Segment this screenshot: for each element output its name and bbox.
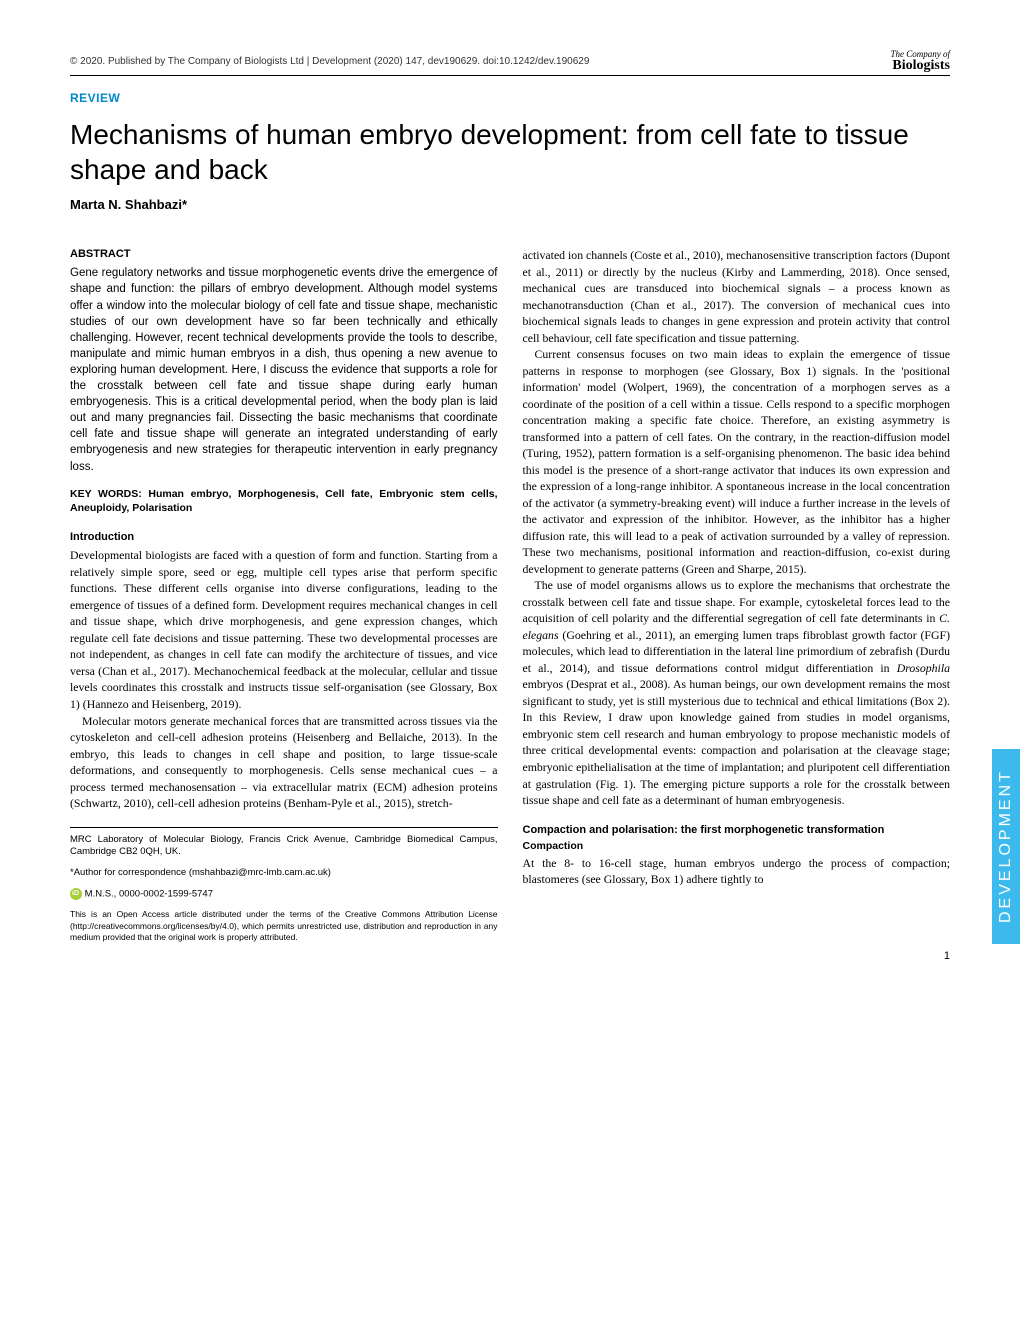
col2-paragraph-1: activated ion channels (Coste et al., 20… [523, 247, 951, 346]
keywords: KEY WORDS: Human embryo, Morphogenesis, … [70, 487, 498, 515]
orcid-line: M.N.S., 0000-0002-1599-5747 [70, 888, 498, 901]
license-text: This is an Open Access article distribut… [70, 909, 498, 943]
development-tab: DEVELOPMENT [992, 749, 1020, 944]
logo-bottom-text: Biologists [892, 59, 950, 73]
affiliation-text: MRC Laboratory of Molecular Biology, Fra… [70, 834, 498, 860]
species-drosophila: Drosophila [897, 661, 950, 675]
abstract-text: Gene regulatory networks and tissue morp… [70, 265, 498, 474]
intro-heading: Introduction [70, 530, 498, 545]
correspondence-text: *Author for correspondence (mshahbazi@mr… [70, 867, 498, 880]
p3-part-a: The use of model organisms allows us to … [523, 578, 951, 625]
col2-paragraph-3: The use of model organisms allows us to … [523, 577, 951, 808]
publisher-logo: The Company of Biologists [891, 50, 951, 73]
article-title: Mechanisms of human embryo development: … [70, 117, 950, 187]
col2-paragraph-2: Current consensus focuses on two main id… [523, 346, 951, 577]
compaction-subheading: Compaction [523, 839, 951, 854]
abstract-heading: ABSTRACT [70, 247, 498, 262]
review-label: REVIEW [70, 91, 950, 105]
intro-paragraph-2: Molecular motors generate mechanical for… [70, 713, 498, 812]
header-bar: © 2020. Published by The Company of Biol… [70, 50, 950, 76]
intro-paragraph-1: Developmental biologists are faced with … [70, 547, 498, 712]
p3-part-c: embryos (Desprat et al., 2008). As human… [523, 677, 951, 807]
author-name: Marta N. Shahbazi* [70, 197, 950, 212]
p3-part-b: (Goehring et al., 2011), an emerging lum… [523, 628, 951, 675]
orcid-icon [70, 888, 82, 900]
copyright-text: © 2020. Published by The Company of Biol… [70, 56, 589, 67]
orcid-text: M.N.S., 0000-0002-1599-5747 [85, 889, 213, 900]
section2-paragraph-1: At the 8- to 16-cell stage, human embryo… [523, 855, 951, 888]
page-number: 1 [944, 950, 950, 962]
section2-heading: Compaction and polarisation: the first m… [523, 823, 951, 838]
